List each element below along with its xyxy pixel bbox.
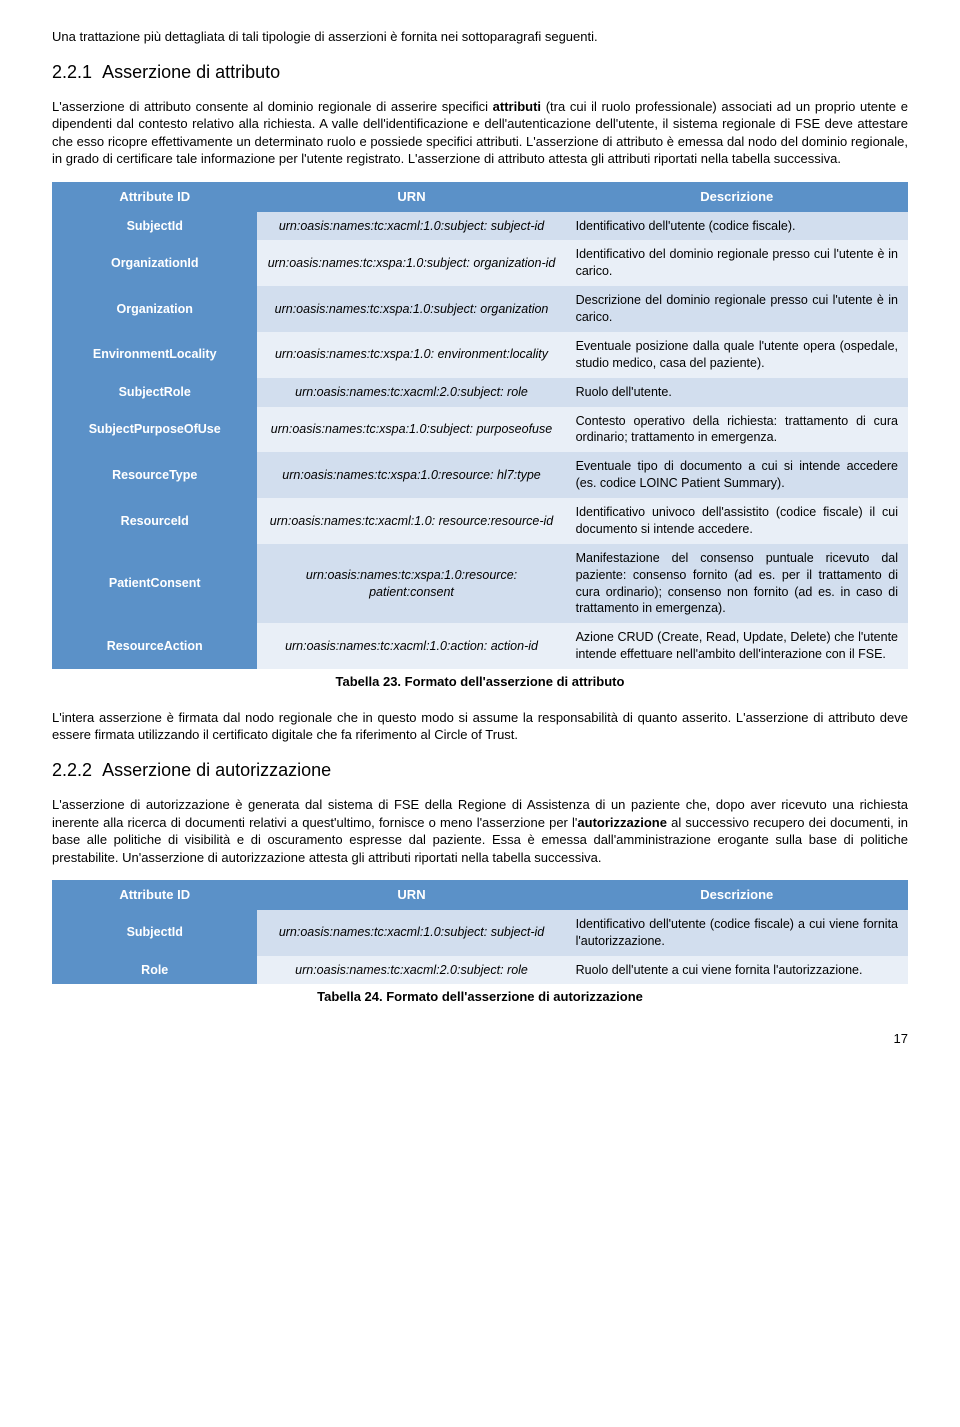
cell-urn: urn:oasis:names:tc:xspa:1.0:subject: pur…: [257, 407, 565, 453]
table-row: SubjectIdurn:oasis:names:tc:xacml:1.0:su…: [52, 212, 908, 241]
table-row: SubjectRoleurn:oasis:names:tc:xacml:2.0:…: [52, 378, 908, 407]
cell-urn: urn:oasis:names:tc:xspa:1.0:subject: org…: [257, 286, 565, 332]
section-title: Asserzione di attributo: [102, 62, 280, 82]
th-urn: URN: [257, 880, 565, 910]
cell-descrizione: Identificativo univoco dell'assistito (c…: [566, 498, 908, 544]
text-bold: autorizzazione: [577, 815, 667, 830]
cell-urn: urn:oasis:names:tc:xspa:1.0: environment…: [257, 332, 565, 378]
table-header-row: Attribute ID URN Descrizione: [52, 880, 908, 910]
cell-urn: urn:oasis:names:tc:xacml:2.0:subject: ro…: [257, 378, 565, 407]
cell-descrizione: Ruolo dell'utente a cui viene fornita l'…: [566, 956, 908, 985]
table-row: SubjectIdurn:oasis:names:tc:xacml:1.0:su…: [52, 910, 908, 956]
cell-descrizione: Manifestazione del consenso puntuale ric…: [566, 544, 908, 624]
section-number: 2.2.2: [52, 760, 92, 780]
section-heading-2: 2.2.2 Asserzione di autorizzazione: [52, 758, 908, 782]
table-caption-1: Tabella 23. Formato dell'asserzione di a…: [52, 673, 908, 691]
cell-urn: urn:oasis:names:tc:xspa:1.0:subject: org…: [257, 240, 565, 286]
cell-attribute-id: ResourceType: [52, 452, 257, 498]
cell-urn: urn:oasis:names:tc:xacml:2.0:subject: ro…: [257, 956, 565, 985]
cell-attribute-id: SubjectId: [52, 910, 257, 956]
cell-attribute-id: ResourceAction: [52, 623, 257, 669]
th-attribute-id: Attribute ID: [52, 880, 257, 910]
cell-descrizione: Eventuale posizione dalla quale l'utente…: [566, 332, 908, 378]
cell-urn: urn:oasis:names:tc:xacml:1.0:action: act…: [257, 623, 565, 669]
cell-urn: urn:oasis:names:tc:xspa:1.0:resource: hl…: [257, 452, 565, 498]
cell-attribute-id: Role: [52, 956, 257, 985]
cell-attribute-id: PatientConsent: [52, 544, 257, 624]
page-number: 17: [52, 1030, 908, 1048]
cell-attribute-id: SubjectId: [52, 212, 257, 241]
cell-descrizione: Identificativo del dominio regionale pre…: [566, 240, 908, 286]
cell-descrizione: Identificativo dell'utente (codice fisca…: [566, 910, 908, 956]
text: L'asserzione di attributo consente al do…: [52, 99, 493, 114]
cell-attribute-id: SubjectPurposeOfUse: [52, 407, 257, 453]
table-row: OrganizationIdurn:oasis:names:tc:xspa:1.…: [52, 240, 908, 286]
table-row: ResourceIdurn:oasis:names:tc:xacml:1.0: …: [52, 498, 908, 544]
cell-urn: urn:oasis:names:tc:xacml:1.0:subject: su…: [257, 212, 565, 241]
table-row: ResourceTypeurn:oasis:names:tc:xspa:1.0:…: [52, 452, 908, 498]
th-descrizione: Descrizione: [566, 880, 908, 910]
cell-urn: urn:oasis:names:tc:xacml:1.0:subject: su…: [257, 910, 565, 956]
table-autorizzazione: Attribute ID URN Descrizione SubjectIdur…: [52, 880, 908, 984]
th-descrizione: Descrizione: [566, 182, 908, 212]
cell-attribute-id: ResourceId: [52, 498, 257, 544]
section-2-paragraph: L'asserzione di autorizzazione è generat…: [52, 796, 908, 866]
text-bold: attributi: [493, 99, 541, 114]
cell-descrizione: Ruolo dell'utente.: [566, 378, 908, 407]
table-row: SubjectPurposeOfUseurn:oasis:names:tc:xs…: [52, 407, 908, 453]
section-title: Asserzione di autorizzazione: [102, 760, 331, 780]
cell-attribute-id: Organization: [52, 286, 257, 332]
table-row: Roleurn:oasis:names:tc:xacml:2.0:subject…: [52, 956, 908, 985]
table-attributo: Attribute ID URN Descrizione SubjectIdur…: [52, 182, 908, 669]
cell-descrizione: Identificativo dell'utente (codice fisca…: [566, 212, 908, 241]
section-heading-1: 2.2.1 Asserzione di attributo: [52, 60, 908, 84]
table-row: PatientConsenturn:oasis:names:tc:xspa:1.…: [52, 544, 908, 624]
cell-attribute-id: SubjectRole: [52, 378, 257, 407]
cell-descrizione: Contesto operativo della richiesta: trat…: [566, 407, 908, 453]
table-caption-2: Tabella 24. Formato dell'asserzione di a…: [52, 988, 908, 1006]
table-header-row: Attribute ID URN Descrizione: [52, 182, 908, 212]
cell-descrizione: Azione CRUD (Create, Read, Update, Delet…: [566, 623, 908, 669]
section-number: 2.2.1: [52, 62, 92, 82]
section-1-paragraph: L'asserzione di attributo consente al do…: [52, 98, 908, 168]
table-row: Organizationurn:oasis:names:tc:xspa:1.0:…: [52, 286, 908, 332]
th-urn: URN: [257, 182, 565, 212]
th-attribute-id: Attribute ID: [52, 182, 257, 212]
cell-urn: urn:oasis:names:tc:xacml:1.0: resource:r…: [257, 498, 565, 544]
cell-urn: urn:oasis:names:tc:xspa:1.0:resource: pa…: [257, 544, 565, 624]
cell-descrizione: Eventuale tipo di documento a cui si int…: [566, 452, 908, 498]
cell-descrizione: Descrizione del dominio regionale presso…: [566, 286, 908, 332]
intro-paragraph: Una trattazione più dettagliata di tali …: [52, 28, 908, 46]
table-row: ResourceActionurn:oasis:names:tc:xacml:1…: [52, 623, 908, 669]
cell-attribute-id: OrganizationId: [52, 240, 257, 286]
cell-attribute-id: EnvironmentLocality: [52, 332, 257, 378]
table-row: EnvironmentLocalityurn:oasis:names:tc:xs…: [52, 332, 908, 378]
paragraph-after-table1: L'intera asserzione è firmata dal nodo r…: [52, 709, 908, 744]
